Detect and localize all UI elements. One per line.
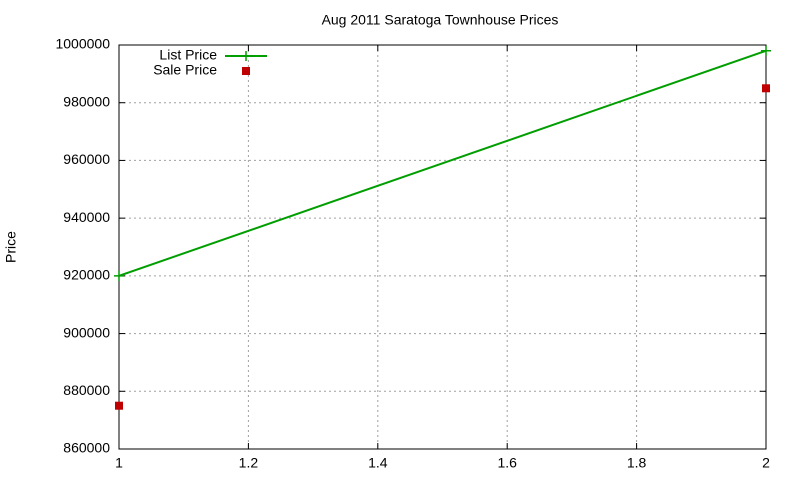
point-marker xyxy=(114,270,124,281)
legend-marker xyxy=(242,67,250,75)
y-tick-label: 980000 xyxy=(63,93,110,109)
legend-label: Sale Price xyxy=(153,62,217,78)
point-marker xyxy=(762,84,770,93)
plot-border xyxy=(118,44,767,450)
legend-marker xyxy=(241,51,251,61)
y-tick-label: 920000 xyxy=(63,267,110,283)
x-tick-label: 2 xyxy=(762,455,770,471)
y-tick-label: 860000 xyxy=(63,440,110,456)
point-marker xyxy=(761,45,771,56)
y-tick-label: 1000000 xyxy=(55,36,110,52)
x-tick-label: 1.8 xyxy=(627,455,647,471)
y-tick-label: 880000 xyxy=(63,382,110,398)
y-axis-label: Price xyxy=(3,231,19,263)
x-tick-label: 1.4 xyxy=(368,455,388,471)
y-tick-label: 960000 xyxy=(63,151,110,167)
legend-label: List Price xyxy=(159,47,217,63)
x-tick-label: 1.2 xyxy=(239,455,259,471)
point-marker xyxy=(115,401,123,410)
y-tick-label: 940000 xyxy=(63,209,110,225)
y-tick-label: 900000 xyxy=(63,324,110,340)
x-tick-label: 1 xyxy=(115,455,123,471)
chart-title: Aug 2011 Saratoga Townhouse Prices xyxy=(322,12,559,28)
series-line xyxy=(118,49,767,277)
x-tick-label: 1.6 xyxy=(497,455,517,471)
